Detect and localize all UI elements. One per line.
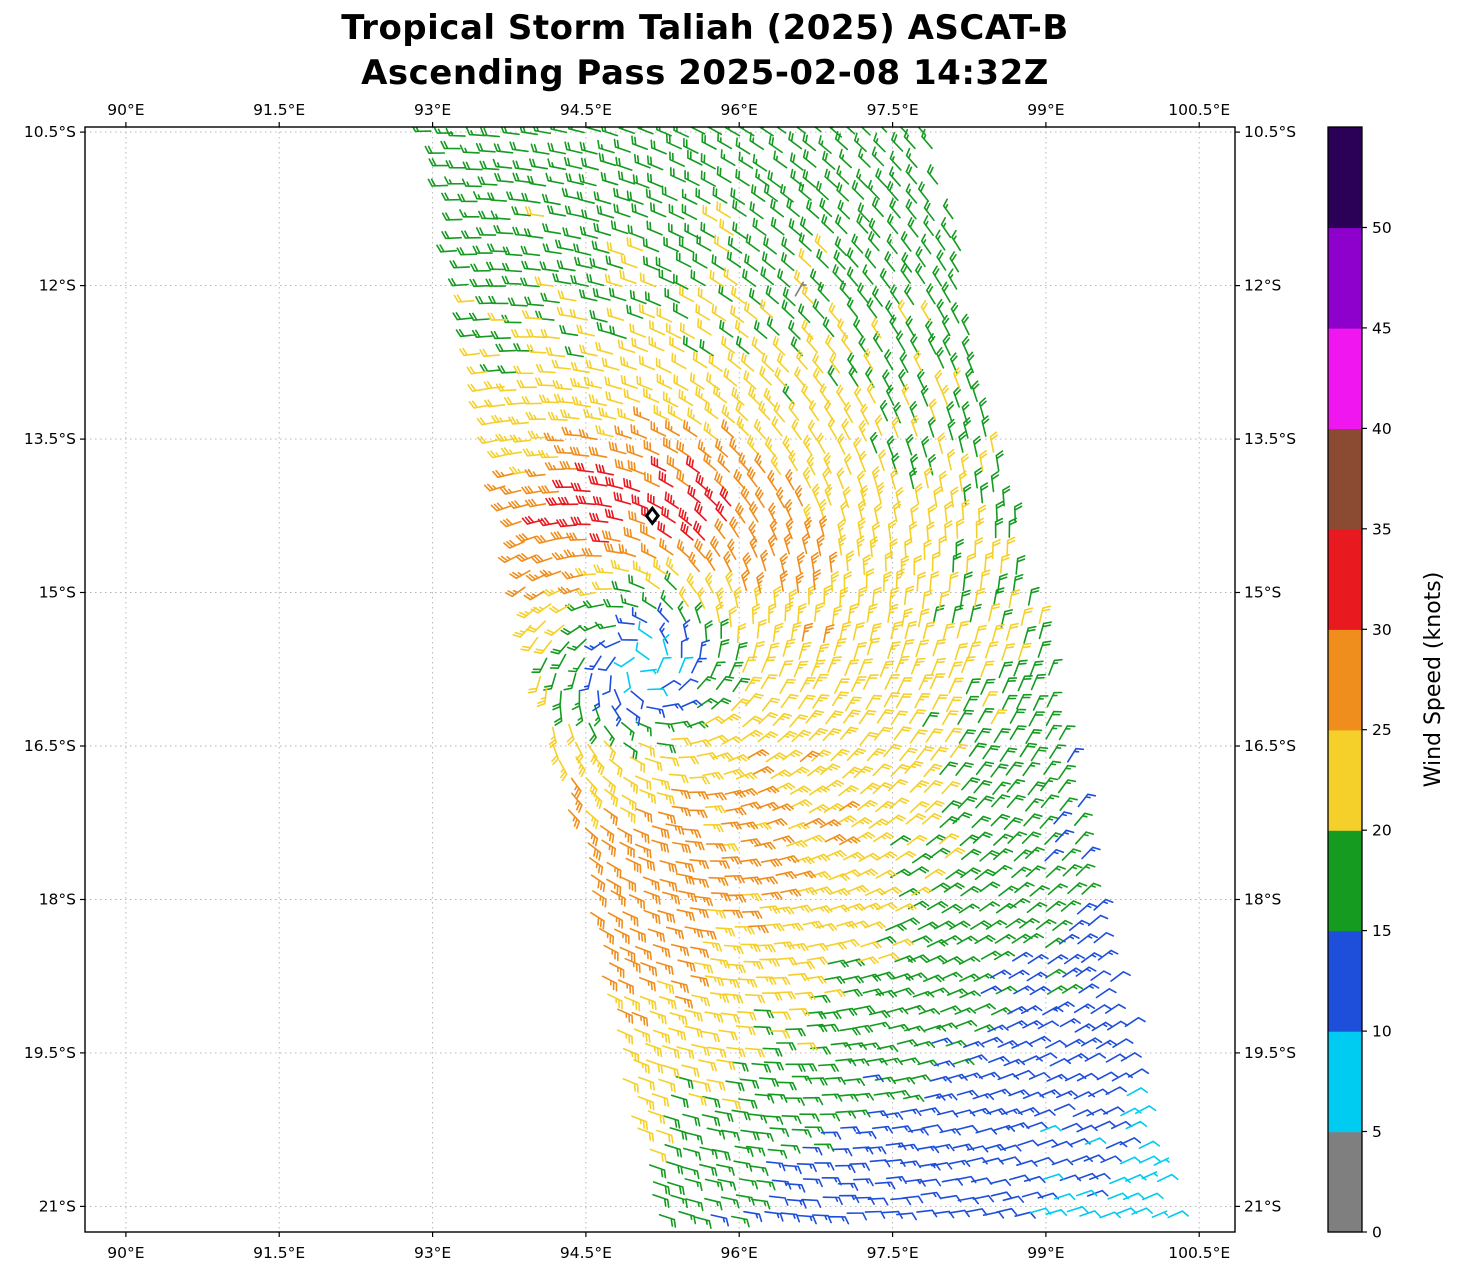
wind-barb-set [613, 621, 1189, 1219]
x-tick-label-top: 90°E [107, 101, 144, 119]
x-tick-label-top: 93°E [414, 101, 451, 119]
x-tick-label-top: 100.5°E [1168, 101, 1230, 119]
colorbar-segment [1328, 629, 1362, 731]
y-tick-label-left: 15°S [39, 584, 76, 602]
y-tick-label-right: 15°S [1244, 584, 1281, 602]
colorbar-tick-label: 30 [1372, 621, 1392, 639]
colorbar-segment [1328, 830, 1362, 932]
colorbar: 0 5 10 15 20 25 30 35 40 45 50 Wind Speed (knots) [1327, 126, 1446, 1242]
y-tick-label-left: 19.5°S [24, 1044, 76, 1062]
y-tick-label-right: 12°S [1244, 277, 1281, 295]
x-tick-label-bottom: 99°E [1027, 1244, 1064, 1262]
x-tick-label-bottom: 90°E [107, 1244, 144, 1262]
wind-barb-set [794, 281, 807, 297]
colorbar-tick-label: 50 [1372, 219, 1392, 237]
y-tick-label-left: 18°S [39, 891, 76, 909]
y-tick-label-left: 12°S [39, 277, 76, 295]
x-tick-label-bottom: 91.5°E [253, 1244, 305, 1262]
storm-center-marker [644, 505, 661, 526]
colorbar-segment [1328, 127, 1362, 229]
wind-barb-set [453, 201, 1052, 1163]
x-tick-label-bottom: 96°E [721, 1244, 758, 1262]
colorbar-tick-label: 15 [1372, 922, 1392, 940]
y-tick-label-left: 10.5°S [24, 123, 76, 141]
wind-barb-set [412, 127, 1102, 1229]
x-tick-label-top: 99°E [1027, 101, 1064, 119]
colorbar-tick-label: 40 [1372, 420, 1392, 438]
colorbar-segment [1328, 428, 1362, 530]
colorbar-tick-label: 45 [1372, 319, 1392, 337]
y-tick-label-right: 21°S [1244, 1197, 1281, 1215]
x-tick-label-top: 96°E [721, 101, 758, 119]
y-tick-label-left: 16.5°S [24, 737, 76, 755]
colorbar-tick-label: 10 [1372, 1023, 1392, 1041]
colorbar-segment [1328, 327, 1362, 429]
y-tick-label-right: 19.5°S [1244, 1044, 1296, 1062]
y-tick-label-left: 13.5°S [24, 430, 76, 448]
axes: 90°E 90°E 91.5°E 91.5°E 93°E 93°E 94.5°E 94.5°E… [24, 101, 1296, 1262]
x-tick-label-top: 91.5°E [253, 101, 305, 119]
colorbar-tick-label: 5 [1372, 1123, 1382, 1141]
x-tick-label-bottom: 93°E [414, 1244, 451, 1262]
colorbar-tick-label: 25 [1372, 721, 1392, 739]
x-tick-label-top: 94.5°E [560, 101, 612, 119]
y-tick-label-left: 21°S [39, 1197, 76, 1215]
colorbar-segment [1328, 1031, 1362, 1133]
colorbar-segment [1328, 729, 1362, 831]
x-tick-label-bottom: 94.5°E [560, 1244, 612, 1262]
y-tick-label-right: 18°S [1244, 891, 1281, 909]
colorbar-segment [1328, 227, 1362, 329]
colorbar-tick-label: 20 [1372, 822, 1392, 840]
colorbar-segment [1328, 1131, 1362, 1233]
x-tick-label-top: 97.5°E [867, 101, 919, 119]
y-tick-label-right: 13.5°S [1244, 430, 1296, 448]
y-tick-label-right: 16.5°S [1244, 737, 1296, 755]
wind-barbs [412, 127, 1189, 1229]
x-tick-label-bottom: 100.5°E [1168, 1244, 1230, 1262]
colorbar-tick-label: 35 [1372, 520, 1392, 538]
colorbar-segment [1328, 528, 1362, 630]
colorbar-tick-label: 0 [1372, 1224, 1382, 1242]
x-tick-label-bottom: 97.5°E [867, 1244, 919, 1262]
y-tick-label-right: 10.5°S [1244, 123, 1296, 141]
wind-barb-set [483, 406, 861, 1027]
gridlines [85, 127, 1235, 1232]
wind-barb-set [579, 602, 1150, 1227]
colorbar-axis-label: Wind Speed (knots) [1421, 572, 1446, 788]
colorbar-segment [1328, 930, 1362, 1032]
